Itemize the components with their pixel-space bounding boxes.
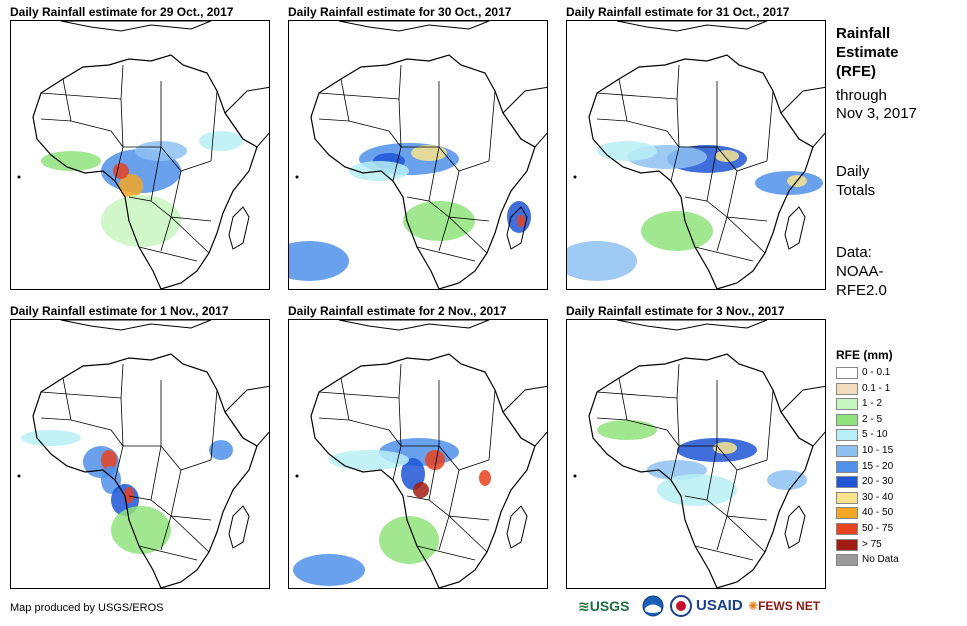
legend-label: 5 - 10 — [862, 429, 888, 441]
panel-title-2-nov: Daily Rainfall estimate for 2 Nov., 2017 — [288, 304, 507, 318]
legend-swatch — [836, 429, 858, 442]
panel-title-29-oct: Daily Rainfall estimate for 29 Oct., 201… — [10, 5, 234, 19]
side-data-source-2: RFE2.0 — [836, 282, 887, 299]
legend-swatch — [836, 491, 858, 504]
panel-title-31-oct: Daily Rainfall estimate for 31 Oct., 201… — [566, 5, 790, 19]
rainfall-map-31-oct — [566, 20, 826, 290]
legend-label: 0.1 - 1 — [862, 382, 891, 394]
side-title-rfe: (RFE) — [836, 63, 876, 80]
legend-swatch — [836, 476, 858, 489]
legend-swatch — [836, 413, 858, 426]
legend-swatch — [836, 445, 858, 457]
legend-label: 50 - 75 — [862, 523, 894, 534]
legend-swatch — [836, 538, 858, 551]
rainfall-map-1-nov — [10, 319, 270, 589]
rainfall-map-29-oct — [10, 20, 270, 290]
legend-label: 2 - 5 — [862, 413, 883, 425]
legend-label: 10 - 15 — [862, 445, 894, 456]
rainfall-map-30-oct — [288, 20, 548, 290]
legend-label: 20 - 30 — [862, 476, 894, 488]
legend-swatch — [836, 507, 858, 520]
panel-title-3-nov: Daily Rainfall estimate for 3 Nov., 2017 — [566, 304, 785, 318]
legend-swatch — [836, 398, 858, 411]
map-credit: Map produced by USGS/EROS — [10, 602, 164, 614]
legend-label: 30 - 40 — [862, 491, 894, 503]
side-title-estimate: Estimate — [836, 44, 899, 61]
side-through: through — [836, 87, 887, 104]
legend-label: 1 - 2 — [862, 398, 883, 410]
legend-title: RFE (mm) — [836, 348, 893, 362]
usaid-seal — [670, 594, 694, 618]
side-title-rainfall: Rainfall — [836, 25, 891, 42]
panel-title-30-oct: Daily Rainfall estimate for 30 Oct., 201… — [288, 5, 512, 19]
side-daily: Daily — [836, 163, 870, 180]
noaa-logo — [642, 594, 666, 618]
legend-label: 40 - 50 — [862, 507, 894, 519]
rainfall-map-2-nov — [288, 319, 548, 589]
rainfall-map-3-nov — [566, 319, 826, 589]
legend-swatch — [836, 460, 858, 473]
side-through-date: Nov 3, 2017 — [836, 105, 917, 122]
usgs-logo: ≋USGS — [578, 598, 630, 614]
side-totals: Totals — [836, 182, 876, 199]
legend-swatch — [836, 382, 858, 395]
side-data-source-1: NOAA- — [836, 263, 884, 280]
side-data-label: Data: — [836, 244, 872, 261]
legend-swatch — [836, 554, 858, 567]
legend-swatch — [836, 367, 858, 379]
legend-label: 15 - 20 — [862, 460, 894, 472]
panel-title-1-nov: Daily Rainfall estimate for 1 Nov., 2017 — [10, 304, 229, 318]
legend-label: > 75 — [862, 538, 882, 550]
legend-label: No Data — [862, 554, 899, 566]
legend-swatch — [836, 523, 858, 535]
legend-label: 0 - 0.1 — [862, 367, 891, 378]
agency-logos: ≋USGS USAID ✺FEWS NET — [578, 594, 828, 618]
usaid-logo: USAID — [696, 597, 743, 614]
fews-net-logo: ✺FEWS NET — [748, 599, 821, 613]
